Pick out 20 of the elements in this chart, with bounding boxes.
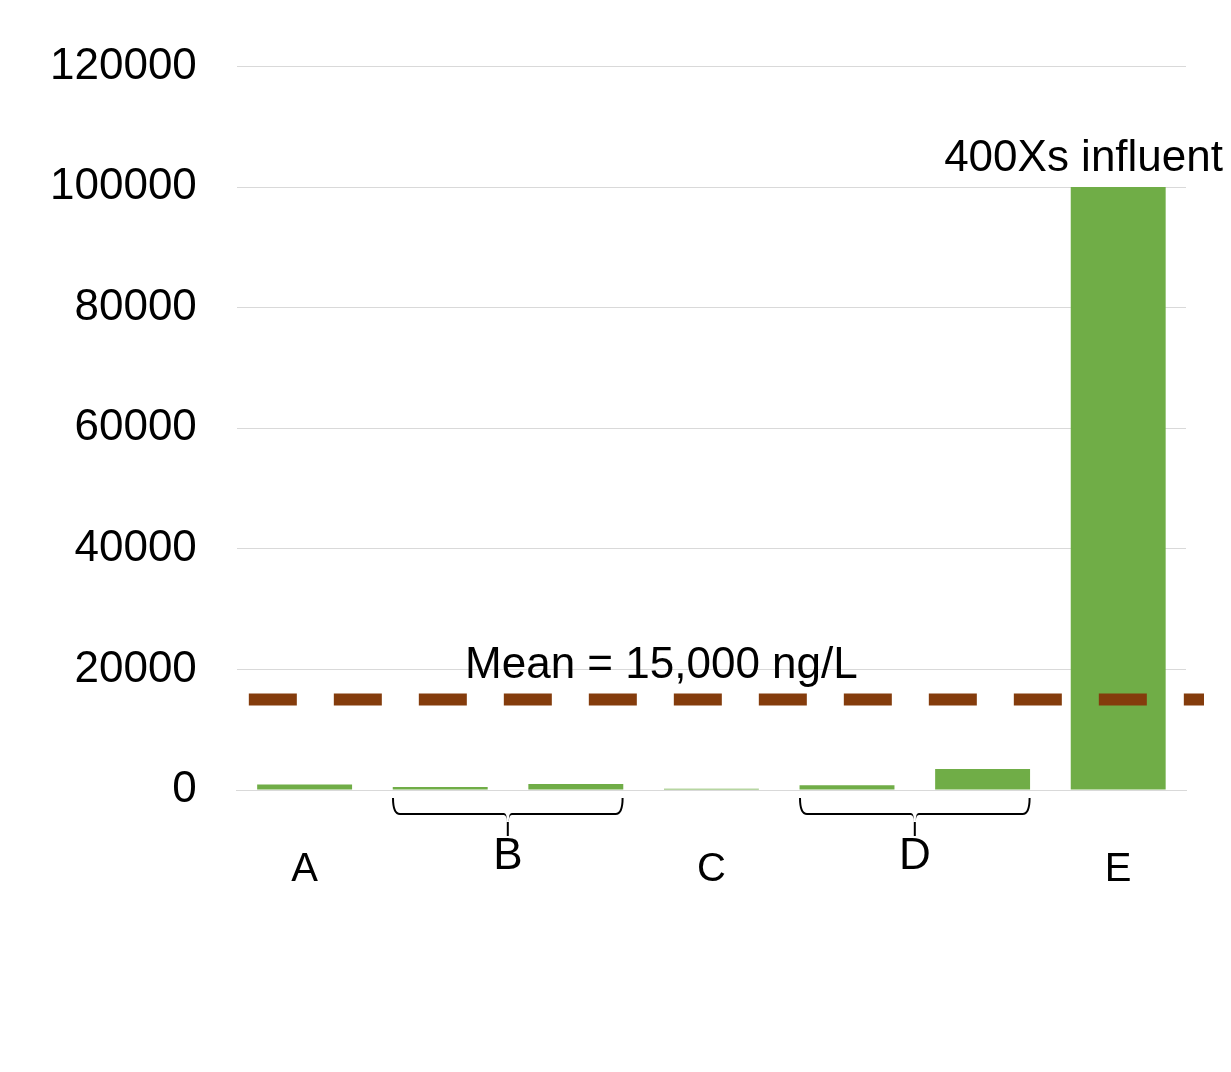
y-tick-label: 100000: [50, 159, 197, 209]
x-tick-label: A: [291, 845, 319, 890]
ref-line-label: Mean = 15,000 ng/L: [465, 637, 858, 687]
bar: [799, 785, 895, 790]
y-tick-label: 120000: [50, 38, 197, 88]
x-tick-label: C: [696, 845, 726, 890]
text: B: [493, 829, 523, 879]
y-tick-label: 60000: [74, 400, 197, 450]
text: D: [898, 829, 931, 879]
y-tick-label: 20000: [74, 641, 197, 691]
annotation: 400Xs influent: [944, 131, 1223, 181]
x-tick-label: E: [1104, 845, 1132, 890]
bar: [1070, 187, 1166, 790]
bar: [257, 784, 353, 790]
bar: [528, 783, 624, 790]
bar: [392, 786, 488, 790]
bar: [935, 768, 1031, 790]
y-tick-label: 40000: [74, 520, 197, 570]
y-tick-label: 80000: [74, 279, 197, 329]
y-tick-label: 0: [172, 762, 197, 812]
